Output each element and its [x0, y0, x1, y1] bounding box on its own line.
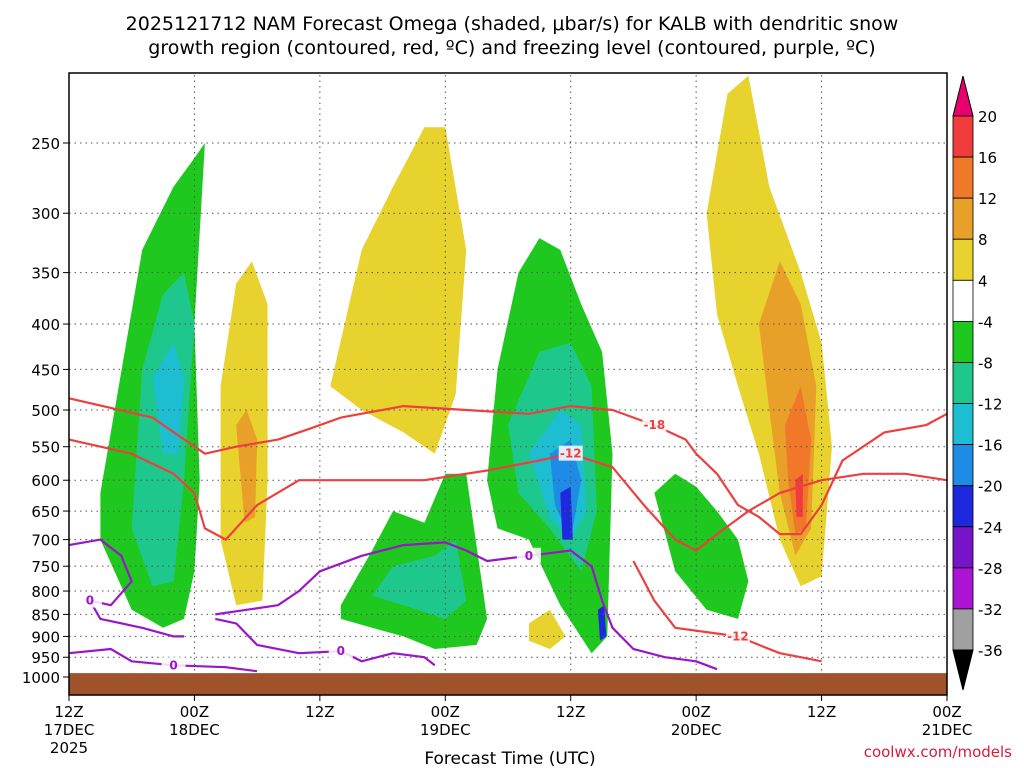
xtick-date-12: 18DEC	[169, 721, 220, 739]
ytick-label-900: 900	[31, 628, 60, 646]
ytick-label-750: 750	[31, 558, 60, 576]
omega-region-12	[560, 486, 573, 540]
omega-shading	[100, 75, 832, 654]
xtick-label-84: 00Z	[932, 703, 961, 721]
omega-region-11	[549, 439, 582, 540]
y-axis-ticks: 250 300 350 400 450 500 550 600 650 700 750 800 850 9…	[22, 135, 69, 687]
xtick-label-60: 00Z	[681, 703, 710, 721]
ytick-label-500: 500	[31, 402, 60, 420]
dgz-contour-line-1	[68, 438, 948, 552]
credit-text: coolwx.com/models	[864, 743, 1012, 761]
colorbar-segment-10	[952, 526, 974, 569]
omega-region-17	[785, 386, 812, 535]
freezing-contour-label-2: 0	[169, 658, 177, 672]
ytick-label-850: 850	[31, 606, 60, 624]
xtick-label-0: 12Z	[54, 703, 83, 721]
colorbar-segment-8	[952, 444, 974, 487]
dgz-contour-label-bg-1	[558, 445, 583, 461]
colorbar-label-0: 20	[978, 108, 997, 126]
colorbar-segment-5	[952, 320, 974, 363]
ytick-label-950: 950	[31, 649, 60, 667]
chart-title-line1: 2025121712 NAM Forecast Omega (shaded, μ…	[126, 13, 899, 35]
colorbar-bottom-arrow	[952, 649, 974, 691]
colorbar-label-13: -36	[978, 642, 1003, 660]
colorbar-segment-1	[952, 156, 974, 199]
freezing-contour-label-bg-0	[77, 592, 102, 608]
colorbar-top-arrow	[952, 75, 974, 117]
temperature-contours: -18 -12 -12 0 0 0 0	[68, 397, 948, 673]
colorbar-label-8: -16	[978, 437, 1003, 455]
colorbar-segment-7	[952, 403, 974, 446]
freezing-contour-label-3: 0	[337, 644, 345, 658]
dgz-contour-label-bg-2	[725, 628, 750, 644]
omega-region-7	[372, 539, 467, 619]
xtick-date-84: 21DEC	[922, 721, 973, 739]
dgz-contour-label-0: -18	[643, 418, 665, 432]
ytick-label-1000: 1000	[22, 669, 60, 687]
freezing-contour-label-1: 0	[525, 549, 533, 563]
xtick-label-72: 12Z	[807, 703, 836, 721]
colorbar-segment-4	[952, 279, 974, 322]
omega-region-19	[528, 609, 566, 649]
omega-region-5	[330, 127, 467, 454]
ytick-label-800: 800	[31, 583, 60, 601]
xtick-date-36: 19DEC	[420, 721, 471, 739]
dgz-contour-label-1: -12	[560, 447, 582, 461]
x-axis-label: Forecast Time (UTC)	[424, 749, 595, 768]
colorbar-segment-2	[952, 197, 974, 240]
xtick-date-0: 17DEC	[44, 721, 95, 739]
plot-frame	[68, 72, 948, 696]
colorbar-label-1: 16	[978, 149, 997, 167]
colorbar-label-10: -24	[978, 519, 1003, 537]
colorbar-label-5: -4	[978, 313, 993, 331]
terrain-fill	[69, 673, 947, 695]
colorbar-segment-0	[952, 115, 974, 158]
colorbar-segment-9	[952, 485, 974, 528]
omega-region-2	[152, 342, 184, 454]
freezing-contour-label-bg-1	[516, 547, 541, 563]
chart-title-line2: growth region (contoured, red, ºC) and f…	[148, 37, 875, 59]
omega-region-4	[236, 410, 258, 523]
xtick-label-12: 00Z	[180, 703, 209, 721]
omega-region-18	[795, 473, 803, 517]
colorbar-label-7: -12	[978, 396, 1003, 414]
freezing-contour-label-bg-3	[328, 643, 353, 659]
xtick-year-0: 2025	[50, 739, 88, 757]
freezing-contour-label-bg-2	[161, 657, 186, 673]
ytick-label-650: 650	[31, 503, 60, 521]
freezing-contour-line-2	[68, 647, 258, 673]
colorbar-label-12: -32	[978, 601, 1003, 619]
colorbar-segment-11	[952, 567, 974, 610]
colorbar: 20 16 12 8 4 -4 -8 -12 -16 -20 -24 -28 -32 -36	[952, 75, 1003, 691]
colorbar-segment-6	[952, 362, 974, 404]
colorbar-label-6: -8	[978, 354, 993, 372]
freezing-contour-line-1	[215, 541, 718, 671]
colorbar-segment-3	[952, 238, 974, 281]
colorbar-label-9: -20	[978, 478, 1003, 496]
ytick-label-350: 350	[31, 265, 60, 283]
ytick-label-550: 550	[31, 439, 60, 457]
dgz-contour-label-bg-0	[642, 417, 667, 433]
colorbar-segment-12	[952, 608, 974, 651]
colorbar-label-2: 12	[978, 190, 997, 208]
dgz-contour-label-2: -12	[727, 629, 749, 643]
xtick-label-48: 12Z	[556, 703, 585, 721]
xtick-label-24: 12Z	[305, 703, 334, 721]
ytick-label-700: 700	[31, 532, 60, 550]
colorbar-label-4: 4	[978, 272, 988, 290]
colorbar-label-11: -28	[978, 560, 1003, 578]
ytick-label-400: 400	[31, 316, 60, 334]
ytick-label-450: 450	[31, 361, 60, 379]
xtick-date-60: 20DEC	[671, 721, 722, 739]
omega-region-13	[597, 605, 607, 641]
ytick-label-300: 300	[31, 205, 60, 223]
ytick-label-600: 600	[31, 472, 60, 490]
colorbar-label-3: 8	[978, 231, 988, 249]
freezing-contour-label-0: 0	[86, 594, 94, 608]
xtick-label-36: 00Z	[431, 703, 460, 721]
ytick-label-250: 250	[31, 135, 60, 153]
